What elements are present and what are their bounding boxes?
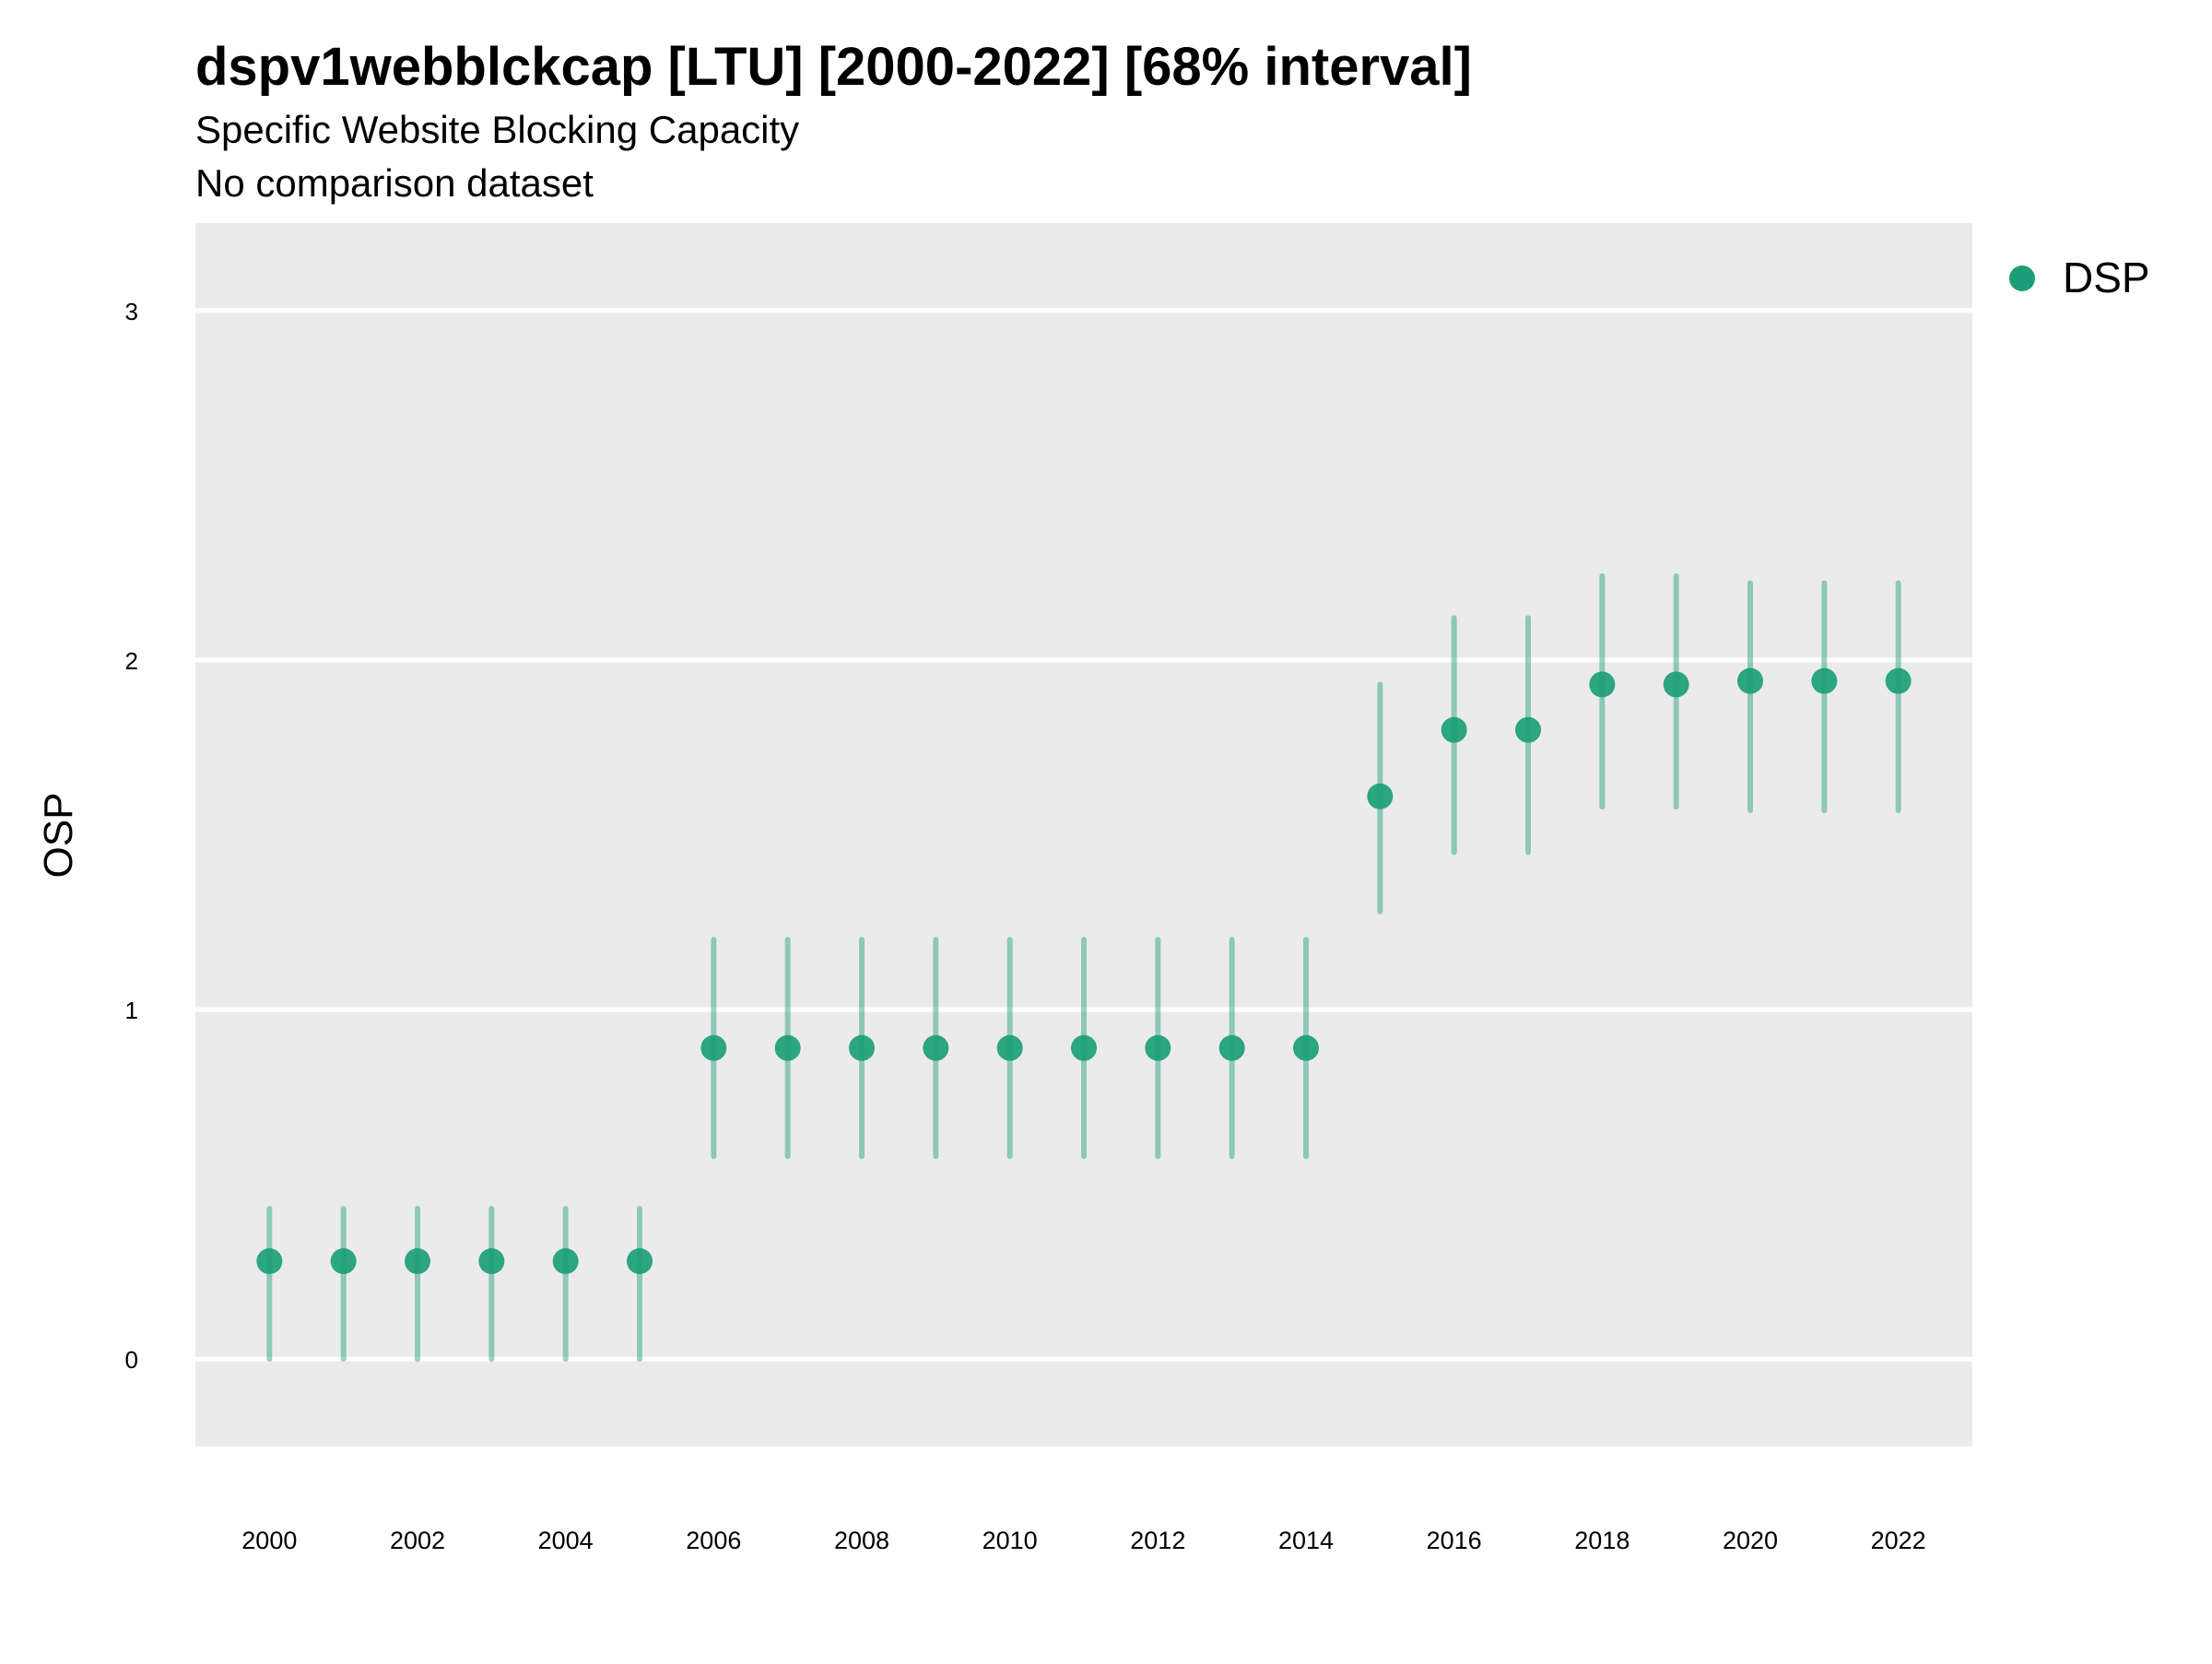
x-tick-label: 2012 xyxy=(1130,1527,1185,1554)
plot-panel xyxy=(195,223,1972,1446)
data-points xyxy=(256,667,1912,1275)
y-axis-ticks: 0 1 2 3 xyxy=(125,298,138,1374)
x-tick-label: 2002 xyxy=(390,1527,445,1554)
chart-title: dspv1webblckcap [LTU] [2000-2022] [68% i… xyxy=(195,37,1472,97)
data-point xyxy=(552,1248,579,1275)
data-point xyxy=(1885,667,1912,694)
data-point xyxy=(1515,716,1541,743)
data-point xyxy=(1663,671,1689,698)
legend-label: DSP xyxy=(2063,254,2150,301)
data-point xyxy=(405,1248,430,1275)
data-point xyxy=(1293,1034,1319,1061)
data-point xyxy=(849,1034,875,1061)
data-point xyxy=(923,1034,949,1061)
x-tick-label: 2010 xyxy=(982,1527,1038,1554)
data-point xyxy=(1441,716,1467,743)
y-tick-label: 3 xyxy=(125,298,138,325)
data-point xyxy=(700,1034,727,1061)
data-point xyxy=(1811,667,1838,694)
legend-marker xyxy=(2009,266,2035,291)
x-tick-label: 2006 xyxy=(686,1527,741,1554)
data-point xyxy=(330,1248,357,1275)
data-point xyxy=(478,1248,505,1275)
x-tick-label: 2004 xyxy=(538,1527,594,1554)
x-axis-ticks: 2000 2002 2004 2006 2008 2010 2012 2014 2016 2018… xyxy=(241,1527,1925,1554)
data-point xyxy=(1145,1034,1171,1061)
y-tick-label: 1 xyxy=(125,997,138,1024)
data-point xyxy=(996,1034,1023,1061)
data-point xyxy=(1218,1034,1245,1061)
legend: DSP xyxy=(2009,254,2150,301)
chart-subtitle: Specific Website Blocking Capacity xyxy=(195,108,799,151)
x-tick-label: 2020 xyxy=(1723,1527,1778,1554)
y-tick-label: 2 xyxy=(125,647,138,675)
y-tick-label: 0 xyxy=(125,1346,138,1374)
y-axis-label: OSP xyxy=(36,793,81,879)
data-point xyxy=(1589,671,1616,698)
x-tick-label: 2008 xyxy=(834,1527,889,1554)
x-tick-label: 2000 xyxy=(241,1527,297,1554)
x-tick-label: 2018 xyxy=(1574,1527,1630,1554)
data-point xyxy=(256,1248,283,1275)
chart-caption: No comparison dataset xyxy=(195,161,594,205)
data-point xyxy=(1071,1034,1097,1061)
grid-lines xyxy=(195,308,1972,1362)
data-point xyxy=(1367,783,1394,809)
x-tick-label: 2016 xyxy=(1427,1527,1482,1554)
data-point xyxy=(1737,667,1763,694)
x-tick-label: 2014 xyxy=(1278,1527,1334,1554)
data-point xyxy=(627,1248,653,1275)
data-point xyxy=(774,1034,801,1061)
x-tick-label: 2022 xyxy=(1871,1527,1926,1554)
